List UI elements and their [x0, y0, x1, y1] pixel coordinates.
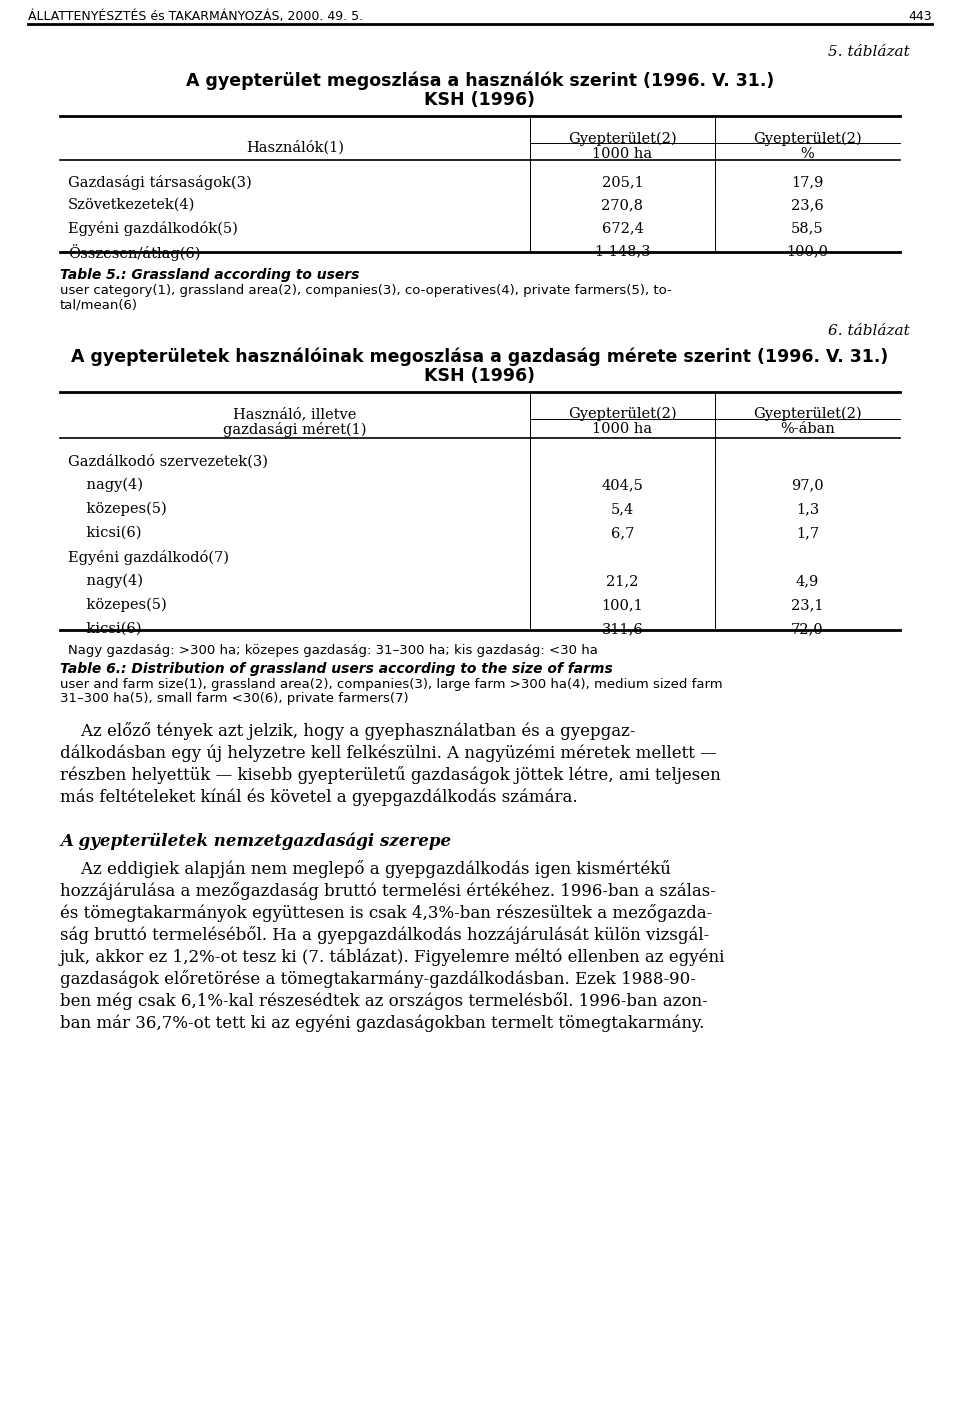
- Text: 21,2: 21,2: [607, 574, 638, 588]
- Text: 72,0: 72,0: [791, 622, 824, 636]
- Text: Összesen/átlag(6): Összesen/átlag(6): [68, 244, 201, 261]
- Text: user and farm size(1), grassland area(2), companies(3), large farm >300 ha(4), m: user and farm size(1), grassland area(2)…: [60, 678, 723, 691]
- Text: 100,1: 100,1: [602, 598, 643, 612]
- Text: ban már 36,7%-ot tett ki az egyéni gazdaságokban termelt tömegtakarmány.: ban már 36,7%-ot tett ki az egyéni gazda…: [60, 1015, 705, 1031]
- Text: 270,8: 270,8: [602, 198, 643, 212]
- Text: hozzájárulása a mezőgazdaság bruttó termelési értékéhez. 1996-ban a szálas-: hozzájárulása a mezőgazdaság bruttó term…: [60, 882, 716, 900]
- Text: Szövetkezetek(4): Szövetkezetek(4): [68, 198, 196, 212]
- Text: részben helyettük — kisebb gyepterületű gazdaságok jöttek létre, ami teljesen: részben helyettük — kisebb gyepterületű …: [60, 766, 721, 784]
- Text: 31–300 ha(5), small farm <30(6), private farmers(7): 31–300 ha(5), small farm <30(6), private…: [60, 692, 409, 705]
- Text: Egyéni gazdálkodó(7): Egyéni gazdálkodó(7): [68, 550, 229, 565]
- Text: 1,7: 1,7: [796, 526, 819, 540]
- Text: Gyepterület(2): Gyepterület(2): [568, 131, 677, 147]
- Text: Használók(1): Használók(1): [246, 140, 344, 154]
- Text: kicsi(6): kicsi(6): [68, 622, 141, 636]
- Text: 1,3: 1,3: [796, 502, 819, 516]
- Text: 97,0: 97,0: [791, 478, 824, 492]
- Text: más feltételeket kínál és követel a gyepgazdálkodás számára.: más feltételeket kínál és követel a gyep…: [60, 788, 578, 805]
- Text: 58,5: 58,5: [791, 220, 824, 235]
- Text: 404,5: 404,5: [602, 478, 643, 492]
- Text: gazdaságok előretörése a tömegtakarmány-gazdálkodásban. Ezek 1988-90-: gazdaságok előretörése a tömegtakarmány-…: [60, 969, 696, 988]
- Text: Gyepterület(2): Gyepterület(2): [754, 407, 862, 421]
- Text: Table 6.: Distribution of grassland users according to the size of farms: Table 6.: Distribution of grassland user…: [60, 663, 612, 675]
- Text: 5. táblázat: 5. táblázat: [828, 45, 910, 59]
- Text: Table 5.: Grassland according to users: Table 5.: Grassland according to users: [60, 268, 359, 283]
- Text: kicsi(6): kicsi(6): [68, 526, 141, 540]
- Text: %-ában: %-ában: [780, 422, 835, 437]
- Text: KSH (1996): KSH (1996): [424, 367, 536, 384]
- Text: 1000 ha: 1000 ha: [592, 147, 653, 161]
- Text: Gyepterület(2): Gyepterület(2): [754, 131, 862, 147]
- Text: 443: 443: [908, 10, 932, 23]
- Text: 23,6: 23,6: [791, 198, 824, 212]
- Text: KSH (1996): KSH (1996): [424, 90, 536, 109]
- Text: 672,4: 672,4: [602, 220, 643, 235]
- Text: Gyepterület(2): Gyepterület(2): [568, 407, 677, 421]
- Text: 311,6: 311,6: [602, 622, 643, 636]
- Text: Nagy gazdaság: >300 ha; közepes gazdaság: 31–300 ha; kis gazdaság: <30 ha: Nagy gazdaság: >300 ha; közepes gazdaság…: [68, 644, 598, 657]
- Text: közepes(5): közepes(5): [68, 502, 167, 516]
- Text: 5,4: 5,4: [611, 502, 635, 516]
- Text: 6. táblázat: 6. táblázat: [828, 324, 910, 338]
- Text: és tömegtakarmányok együttesen is csak 4,3%-ban részesültek a mezőgazda-: és tömegtakarmányok együttesen is csak 4…: [60, 904, 712, 923]
- Text: Gazdasági társaságok(3): Gazdasági társaságok(3): [68, 175, 252, 189]
- Text: Az eddigiek alapján nem meglepő a gyepgazdálkodás igen kismértékű: Az eddigiek alapján nem meglepő a gyepga…: [60, 861, 671, 877]
- Text: 1 148,3: 1 148,3: [594, 244, 650, 259]
- Text: Gazdálkodó szervezetek(3): Gazdálkodó szervezetek(3): [68, 454, 268, 468]
- Text: nagy(4): nagy(4): [68, 574, 143, 588]
- Text: 17,9: 17,9: [791, 175, 824, 189]
- Text: ság bruttó termeléséből. Ha a gyepgazdálkodás hozzájárulását külön vizsgál-: ság bruttó termeléséből. Ha a gyepgazdál…: [60, 926, 709, 944]
- Text: 205,1: 205,1: [602, 175, 643, 189]
- Text: %: %: [801, 147, 814, 161]
- Text: gazdasági méret(1): gazdasági méret(1): [224, 422, 367, 437]
- Text: ÁLLATTENYÉSZTÉS és TAKARMÁNYOZÁS, 2000. 49. 5.: ÁLLATTENYÉSZTÉS és TAKARMÁNYOZÁS, 2000. …: [28, 10, 363, 23]
- Text: juk, akkor ez 1,2%-ot tesz ki (7. táblázat). Figyelemre méltó ellenben az egyéni: juk, akkor ez 1,2%-ot tesz ki (7. tábláz…: [60, 948, 726, 965]
- Text: tal/mean(6): tal/mean(6): [60, 298, 138, 311]
- Text: nagy(4): nagy(4): [68, 478, 143, 492]
- Text: user category(1), grassland area(2), companies(3), co-operatives(4), private far: user category(1), grassland area(2), com…: [60, 284, 672, 297]
- Text: A gyepterületek nemzetgazdasági szerepe: A gyepterületek nemzetgazdasági szerepe: [60, 832, 451, 849]
- Text: Egyéni gazdálkodók(5): Egyéni gazdálkodók(5): [68, 220, 238, 236]
- Text: 23,1: 23,1: [791, 598, 824, 612]
- Text: ben még csak 6,1%-kal részesédtek az országos termelésből. 1996-ban azon-: ben még csak 6,1%-kal részesédtek az ors…: [60, 992, 708, 1010]
- Text: A gyepterület megoszlása a használók szerint (1996. V. 31.): A gyepterület megoszlása a használók sze…: [186, 72, 774, 90]
- Text: Használó, illetve: Használó, illetve: [233, 407, 357, 421]
- Text: Az előző tények azt jelzik, hogy a gyephasználatban és a gyepgaz-: Az előző tények azt jelzik, hogy a gyeph…: [60, 722, 636, 740]
- Text: közepes(5): közepes(5): [68, 598, 167, 612]
- Text: 1000 ha: 1000 ha: [592, 422, 653, 437]
- Text: 100,0: 100,0: [786, 244, 828, 259]
- Text: 6,7: 6,7: [611, 526, 635, 540]
- Text: 4,9: 4,9: [796, 574, 819, 588]
- Text: A gyepterületek használóinak megoszlása a gazdaság mérete szerint (1996. V. 31.): A gyepterületek használóinak megoszlása …: [71, 348, 889, 366]
- Text: dálkodásban egy új helyzetre kell felkészülni. A nagyüzémi méretek mellett —: dálkodásban egy új helyzetre kell felkés…: [60, 745, 717, 762]
